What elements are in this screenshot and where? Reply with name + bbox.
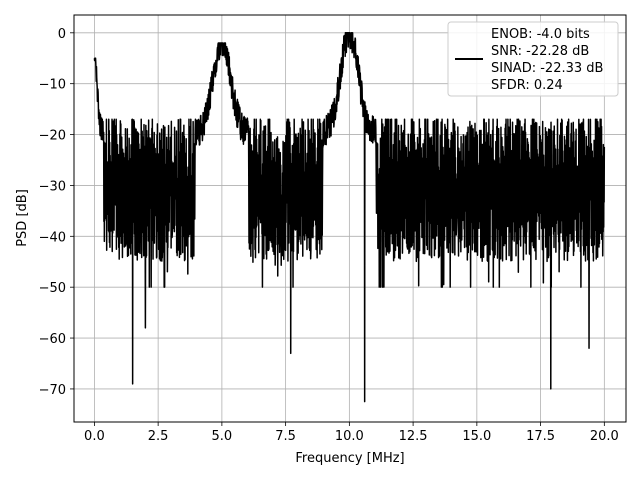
x-tick-label: 20.0 [590,429,619,444]
y-axis-ticks: 0 −10 −20 −30 −40 −50 −60 −70 [39,27,74,398]
y-tick-label: −70 [39,383,66,398]
x-tick-label: 2.5 [148,429,169,444]
y-tick-label: −20 [39,129,66,144]
x-axis-ticks: 0.0 2.5 5.0 7.5 10.0 12.5 15.0 17.5 20.0 [84,422,619,444]
y-tick-label: −30 [39,179,66,194]
x-tick-label: 7.5 [275,429,296,444]
x-axis-label: Frequency [MHz] [295,451,404,466]
axes-frame [73,14,627,423]
y-tick-label: −60 [39,332,66,347]
x-tick-label: 15.0 [462,429,491,444]
y-tick-label: −10 [39,78,66,93]
y-axis-label: PSD [dB] [15,189,30,247]
x-tick-label: 12.5 [399,429,428,444]
y-tick-label: 0 [58,27,66,42]
x-tick-label: 0.0 [84,429,105,444]
y-tick-label: −50 [39,281,66,296]
x-tick-label: 5.0 [212,429,233,444]
plot-area [93,32,606,403]
legend: ENOB: -4.0 bits SNR: -22.28 dB SINAD: -2… [447,21,619,97]
x-tick-label: 10.0 [335,429,364,444]
x-tick-label: 17.5 [526,429,555,444]
psd-series-line [93,32,606,403]
legend-box [447,21,619,97]
legend-sinad: SINAD: -22.33 dB [491,61,603,76]
legend-snr: SNR: -22.28 dB [491,44,589,59]
legend-enob: ENOB: -4.0 bits [491,27,590,42]
y-tick-label: −40 [39,230,66,245]
legend-sfdr: SFDR: 0.24 [491,78,563,93]
